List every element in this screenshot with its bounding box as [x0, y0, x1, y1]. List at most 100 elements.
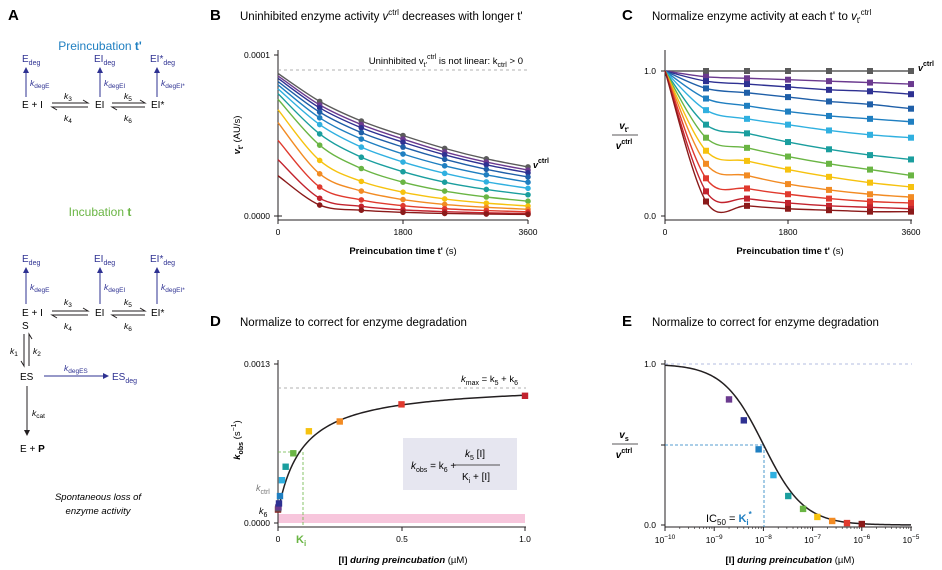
c-point — [785, 191, 791, 198]
b-point — [316, 109, 323, 115]
b-xtick-2: 3600 — [519, 227, 538, 237]
e-fit-curve — [664, 364, 912, 526]
incubation-title: Incubation t — [69, 205, 132, 219]
c-point — [867, 115, 873, 122]
b-point — [358, 188, 365, 194]
b-ylabel: vt' (AU/s) — [232, 116, 245, 155]
c-point — [744, 195, 750, 202]
d-xtick-0: 0 — [276, 534, 281, 544]
b-point — [358, 154, 365, 161]
preincubation-title: Preincubation t' — [58, 39, 142, 53]
b-point — [441, 170, 448, 177]
es-complex: ES — [20, 372, 34, 383]
b-point — [525, 179, 531, 185]
d-equation-box — [403, 438, 517, 490]
e-xticks: 10−10 10−9 10−8 10−7 10−6 10−5 — [655, 527, 920, 545]
footnote-1: Spontaneous loss of — [55, 492, 142, 503]
c-series-label: vctrl — [918, 61, 934, 73]
c-point — [744, 144, 750, 151]
c-point — [785, 205, 791, 212]
eideg-1: EIdeg — [94, 54, 115, 67]
d-ytick-bottom: 0.0000 — [244, 518, 270, 528]
b-ytick-top: 0.0001 — [244, 50, 270, 60]
k4-2: k4 — [64, 321, 72, 333]
k6-2: k6 — [124, 321, 132, 333]
b-point — [400, 189, 406, 195]
b-point — [483, 179, 490, 185]
c-point — [908, 118, 914, 125]
e-ic50-label: IC50 = Ki* — [706, 510, 753, 527]
c-point — [744, 172, 750, 179]
panel-a-label: A — [8, 7, 19, 24]
e-plus-i-1: E + I — [22, 100, 43, 111]
c-point — [826, 98, 832, 105]
e-point — [785, 492, 792, 500]
d-point — [521, 392, 529, 399]
b-series-line — [277, 77, 529, 174]
b-point — [400, 196, 406, 203]
d-kmax-label: kmax = k5 + k6 — [461, 374, 518, 387]
c-xtick-0: 0 — [663, 227, 668, 237]
c-point — [867, 166, 873, 173]
c-point — [785, 108, 791, 115]
c-point — [867, 179, 873, 186]
b-point — [525, 211, 531, 218]
c-point — [826, 186, 832, 193]
c-xtick-2: 3600 — [902, 227, 921, 237]
eideg-2: EIdeg — [94, 254, 115, 267]
b-point — [316, 171, 323, 177]
c-point — [703, 85, 709, 92]
c-point — [908, 184, 914, 190]
b-point — [441, 156, 448, 163]
chart-d: 0.0013 0.0000 0 0.5 1.0 [I] during prein… — [231, 359, 531, 566]
eistardeg-2: EI*deg — [150, 254, 175, 267]
c-marks — [664, 68, 914, 215]
d-k6-band — [278, 514, 525, 523]
c-point — [703, 73, 709, 80]
c-point — [826, 146, 832, 153]
c-point — [867, 191, 873, 198]
k2: k2 — [33, 346, 41, 358]
c-point — [826, 112, 832, 119]
c-point — [867, 204, 873, 211]
c-point — [703, 198, 709, 205]
c-point — [826, 68, 832, 74]
c-point — [908, 208, 914, 215]
d-point — [305, 428, 313, 435]
c-point — [908, 105, 914, 112]
ei-2: EI — [95, 308, 104, 319]
k3-1: k3 — [64, 91, 72, 103]
e-ylabel-den: vctrl — [616, 448, 633, 461]
c-point — [826, 173, 832, 180]
b-point — [483, 171, 490, 178]
e-xtick-label: 10−10 — [655, 534, 676, 545]
e-point — [755, 446, 762, 453]
b-point — [358, 129, 365, 136]
c-point — [744, 102, 750, 109]
b-xtick-1: 1800 — [394, 227, 413, 237]
d-k6-label: k6 — [259, 506, 268, 519]
c-point — [703, 121, 709, 128]
d-ki-label: Ki — [296, 534, 306, 548]
c-point — [703, 107, 709, 114]
edeg-2: Edeg — [22, 254, 40, 267]
e-xtick-label: 10−7 — [804, 534, 821, 545]
d-point — [336, 418, 343, 425]
b-point — [400, 179, 406, 185]
b-point — [316, 184, 323, 190]
b-point — [358, 136, 365, 142]
k3-2: k3 — [64, 297, 72, 309]
panel-c-label: C — [622, 7, 633, 24]
panel-d-title: Normalize to correct for enzyme degradat… — [240, 317, 467, 329]
b-point — [358, 178, 365, 185]
b-point — [358, 165, 365, 172]
k-degei-1: kdegEI — [104, 78, 125, 90]
b-xlabel: Preincubation time t' (s) — [349, 246, 456, 257]
kcat: kcat — [32, 408, 45, 420]
c-point — [744, 68, 750, 74]
e-point — [770, 471, 777, 479]
c-point — [908, 156, 914, 163]
c-point — [826, 78, 832, 85]
d-equation-den: Ki + [I] — [462, 472, 490, 485]
eistar-2: EI* — [151, 308, 164, 319]
